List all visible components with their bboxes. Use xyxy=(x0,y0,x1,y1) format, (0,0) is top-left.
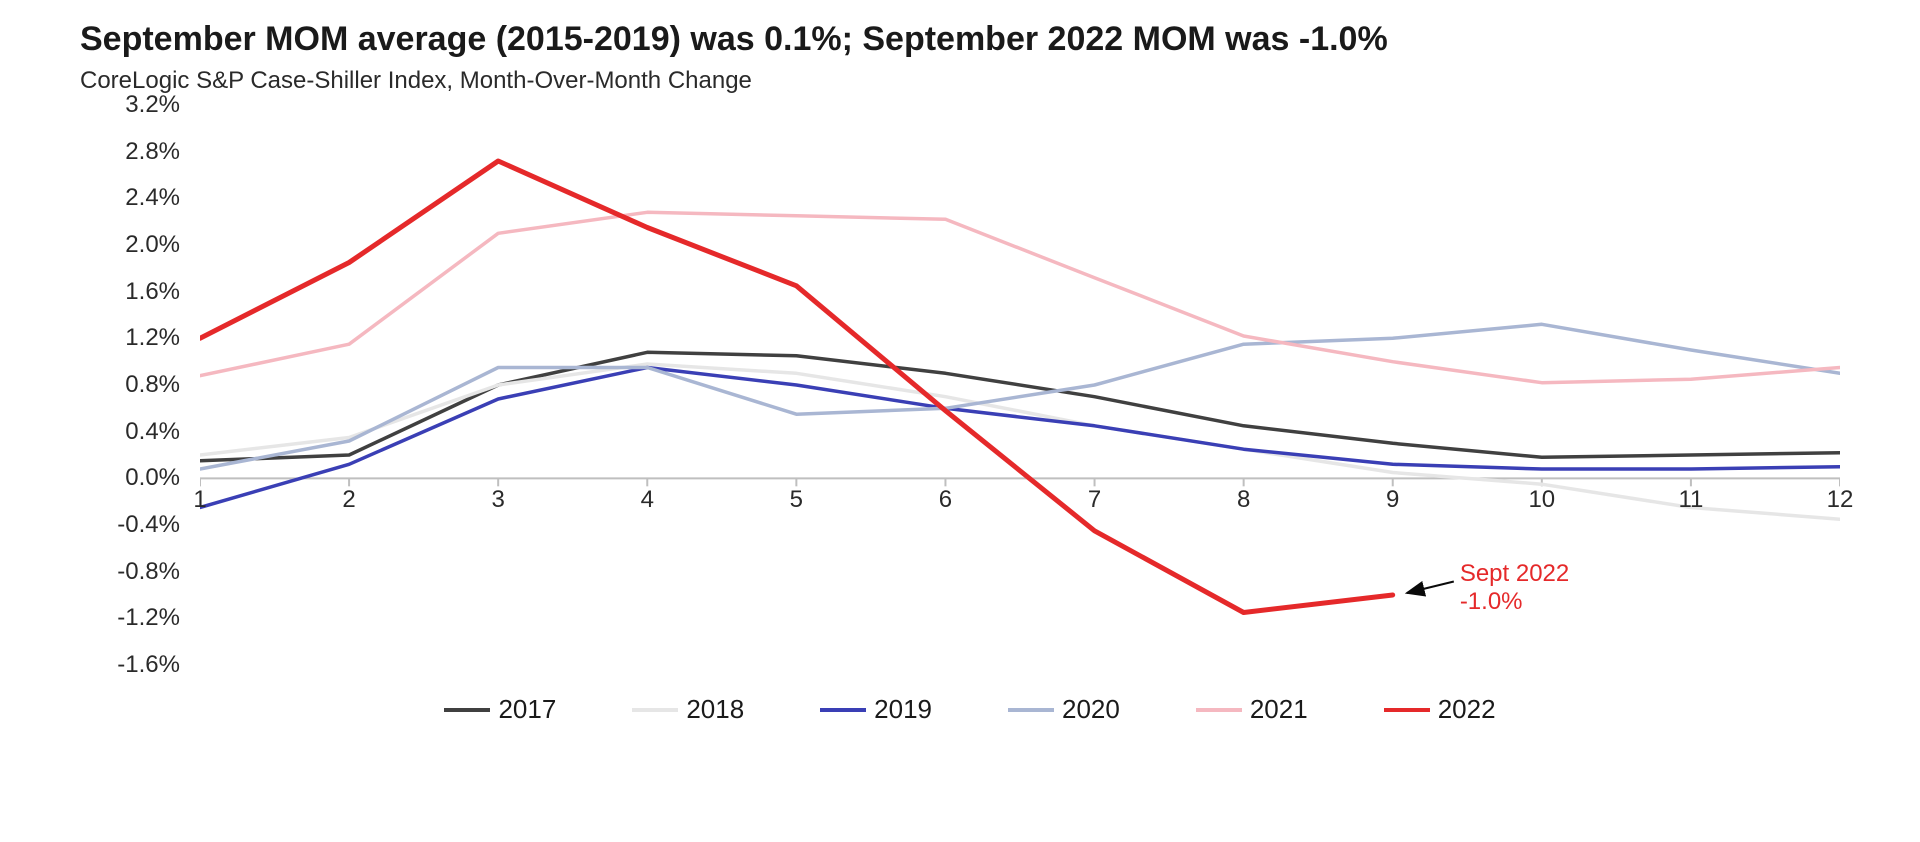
legend-label: 2020 xyxy=(1062,694,1120,725)
legend-item-2019: 2019 xyxy=(820,694,932,725)
y-tick-label: 2.8% xyxy=(125,138,180,166)
legend-label: 2017 xyxy=(498,694,556,725)
legend-swatch xyxy=(820,708,866,712)
legend-swatch xyxy=(1384,708,1430,712)
legend-label: 2022 xyxy=(1438,694,1496,725)
y-tick-label: 2.4% xyxy=(125,184,180,212)
y-tick-label: 3.2% xyxy=(125,91,180,119)
chart-annotation: Sept 2022 -1.0% xyxy=(1460,560,1569,618)
y-tick-label: -1.2% xyxy=(117,604,180,632)
y-axis-labels: -1.6% -1.2% -0.8% -0.4% 0.0% 0.4% 0.8% 1.2% 1.6%… xyxy=(80,105,190,725)
y-tick-label: -0.4% xyxy=(117,511,180,539)
legend-item-2018: 2018 xyxy=(632,694,744,725)
x-tick-label: 4 xyxy=(641,486,654,514)
chart-container: September MOM average (2015-2019) was 0.… xyxy=(0,0,1920,842)
y-tick-label: -0.8% xyxy=(117,558,180,586)
y-tick-label: -1.6% xyxy=(117,651,180,679)
legend-label: 2021 xyxy=(1250,694,1308,725)
y-tick-label: 1.2% xyxy=(125,324,180,352)
legend-item-2017: 2017 xyxy=(444,694,556,725)
legend-label: 2019 xyxy=(874,694,932,725)
legend-swatch xyxy=(1008,708,1054,712)
x-tick-label: 7 xyxy=(1088,486,1101,514)
legend-label: 2018 xyxy=(686,694,744,725)
chart-legend: 2017 2018 2019 2020 2021 2022 xyxy=(80,694,1860,725)
x-tick-label: 5 xyxy=(790,486,803,514)
x-axis-labels: 123456789101112 xyxy=(200,105,1840,665)
legend-swatch xyxy=(1196,708,1242,712)
x-tick-label: 2 xyxy=(342,486,355,514)
y-tick-label: 0.4% xyxy=(125,418,180,446)
y-tick-label: 0.8% xyxy=(125,371,180,399)
legend-swatch xyxy=(632,708,678,712)
legend-item-2020: 2020 xyxy=(1008,694,1120,725)
y-tick-label: 2.0% xyxy=(125,231,180,259)
legend-item-2021: 2021 xyxy=(1196,694,1308,725)
legend-item-2022: 2022 xyxy=(1384,694,1496,725)
x-tick-label: 9 xyxy=(1386,486,1399,514)
y-tick-label: 1.6% xyxy=(125,278,180,306)
x-tick-label: 12 xyxy=(1827,486,1854,514)
x-tick-label: 3 xyxy=(491,486,504,514)
x-tick-label: 8 xyxy=(1237,486,1250,514)
chart-subtitle: CoreLogic S&P Case-Shiller Index, Month-… xyxy=(80,67,1880,95)
legend-swatch xyxy=(444,708,490,712)
x-tick-label: 11 xyxy=(1678,486,1703,514)
x-tick-label: 1 xyxy=(193,486,206,514)
y-tick-label: 0.0% xyxy=(125,464,180,492)
chart-area: -1.6% -1.2% -0.8% -0.4% 0.0% 0.4% 0.8% 1.2% 1.6%… xyxy=(80,105,1860,725)
x-tick-label: 6 xyxy=(939,486,952,514)
chart-title: September MOM average (2015-2019) was 0.… xyxy=(80,20,1880,59)
x-tick-label: 10 xyxy=(1528,486,1555,514)
